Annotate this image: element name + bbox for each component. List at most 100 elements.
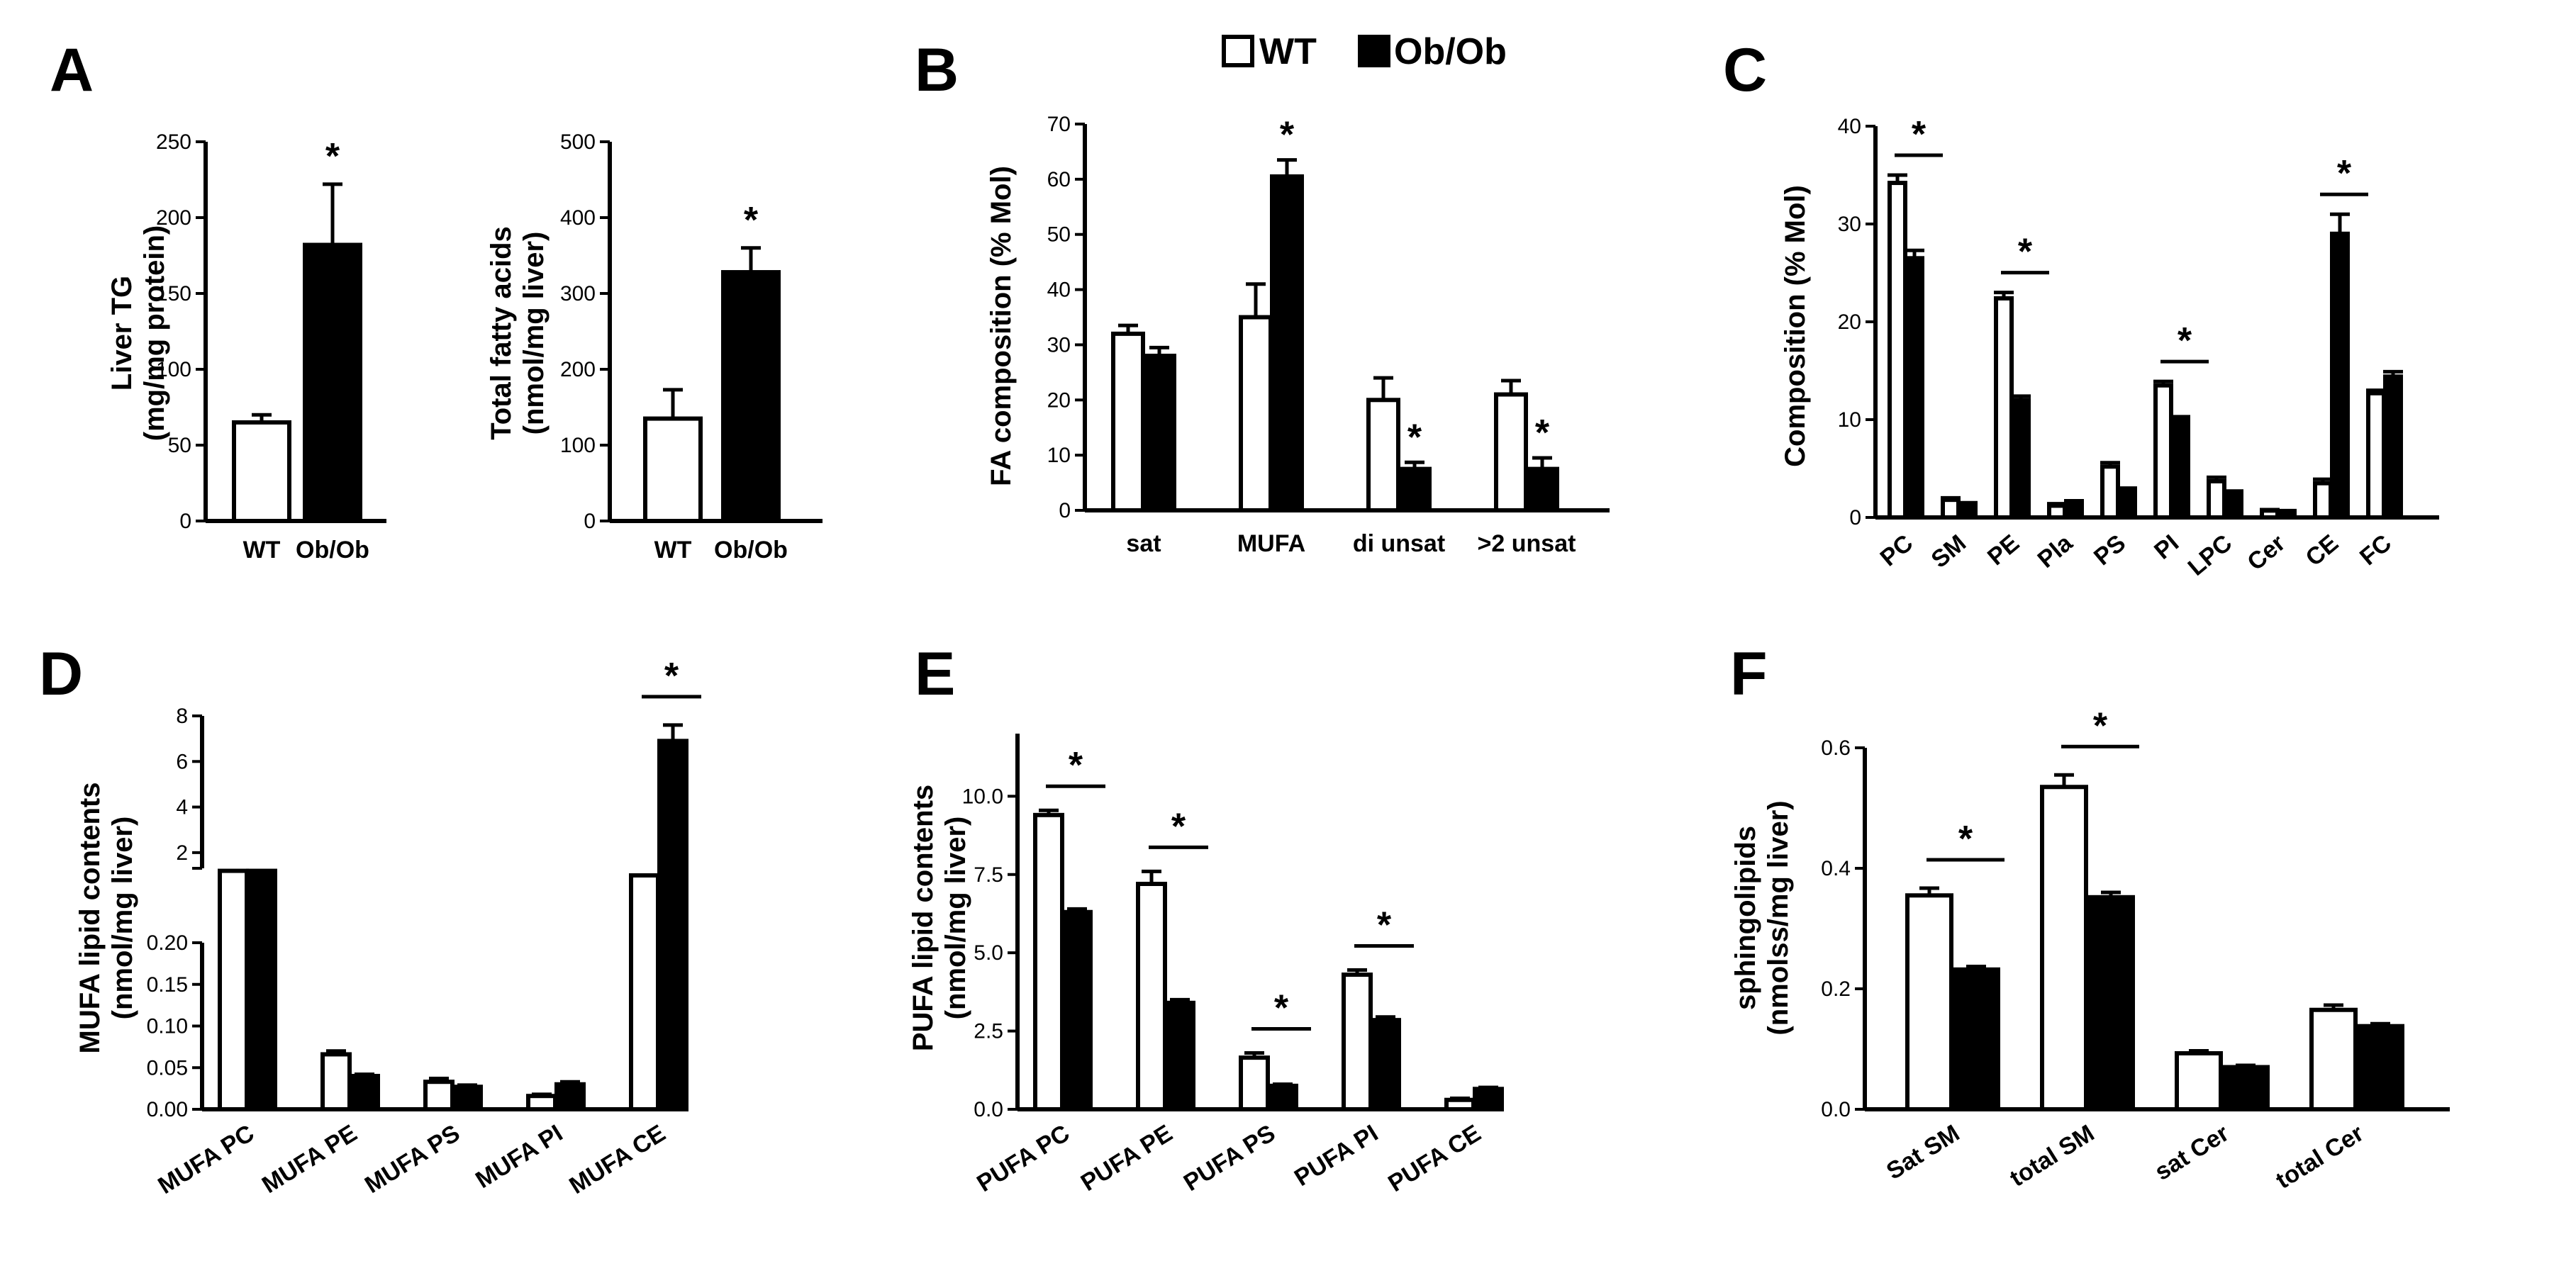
x-tick-label: total SM — [2005, 1120, 2099, 1192]
error-bar — [1405, 460, 1424, 469]
x-tick-label: PE — [1983, 529, 2024, 571]
bar — [2224, 491, 2243, 520]
error-bar — [2189, 1049, 2209, 1053]
y-tick-label: 10 — [1047, 444, 1071, 467]
error-bar — [1532, 456, 1552, 469]
y-tick-label: 0.6 — [1821, 736, 1851, 760]
error-bar — [2313, 477, 2333, 483]
error-bar — [1277, 158, 1297, 176]
panel-label-a: A — [50, 36, 94, 104]
y-axis-title: Total fatty acids (nmol/mg liver) — [486, 226, 550, 440]
error-bar — [2047, 502, 2067, 506]
y-tick-label: 2.5 — [974, 1020, 1003, 1043]
error-bar — [2324, 1003, 2343, 1010]
y-tick-label: 0.4 — [1821, 857, 1851, 880]
y-tick-label: 30 — [1047, 333, 1071, 357]
error-bar — [2117, 486, 2137, 491]
error-bar — [1501, 379, 1521, 395]
bar — [2087, 895, 2135, 1112]
error-bar — [1376, 1015, 1395, 1021]
error-bar — [1347, 968, 1367, 975]
y-axis: 0.00 0.05 0.10 0.15 0.20 2 4 6 8 — [147, 705, 204, 1121]
y-axis: 0 100 200 300 400 500 — [560, 130, 612, 533]
legend-swatch-obob — [1358, 35, 1390, 67]
bar — [1267, 1083, 1298, 1111]
y-axis-title-line2: (nmolss/mg liver) — [1763, 800, 1794, 1035]
bar — [1494, 392, 1528, 512]
y-axis-title: Composition (% Mol) — [1780, 185, 1811, 467]
error-bar — [2330, 212, 2350, 234]
error-bar — [1273, 1082, 1293, 1087]
x-tick-label: WT — [243, 537, 281, 564]
bar — [1164, 1000, 1195, 1112]
y-tick-label: 50 — [1047, 223, 1071, 247]
bar — [2313, 481, 2333, 520]
error-bar — [1888, 173, 1907, 184]
x-tick-label: MUFA — [1237, 530, 1305, 557]
error-bar — [532, 1092, 552, 1097]
y-axis-title-line1: Composition (% Mol) — [1780, 185, 1811, 467]
x-tick-label: MUFA CE — [564, 1120, 670, 1200]
bar — [2260, 508, 2280, 520]
x-tick-label: PUFA PS — [1179, 1120, 1280, 1197]
significance-star: * — [1274, 988, 1289, 1029]
bar — [2277, 509, 2297, 520]
error-bar — [2100, 461, 2120, 467]
significance-star: * — [1912, 114, 1927, 155]
error-bar — [1994, 291, 2014, 298]
error-bar — [1067, 907, 1087, 912]
y-tick-label: 400 — [560, 206, 596, 230]
significance-star: * — [1171, 806, 1186, 847]
bar — [2047, 503, 2067, 520]
bar — [1905, 893, 1953, 1111]
x-tick-label: PUFA CE — [1383, 1120, 1485, 1198]
x-tick-label: PC — [1875, 529, 1919, 571]
error-bar — [2064, 499, 2084, 503]
x-tick-label: LPC — [2183, 529, 2238, 581]
y-tick-label: 10 — [1838, 408, 1861, 432]
y-tick-label: 20 — [1047, 388, 1071, 412]
x-tick-label: >2 unsat — [1478, 530, 1576, 557]
error-bar — [1450, 1097, 1470, 1101]
y-tick-label: 0.20 — [147, 931, 188, 955]
bar — [1444, 1097, 1476, 1111]
error-bar — [1958, 500, 1978, 505]
significance-star: * — [325, 136, 340, 177]
error-bar — [1941, 495, 1961, 500]
significance-star: * — [744, 200, 759, 241]
bar — [2170, 417, 2190, 520]
y-axis-title-line2: (nmol/mg liver) — [107, 817, 138, 1020]
bar — [349, 1074, 380, 1111]
y-tick-label: 0 — [179, 510, 191, 533]
error-bar — [2101, 890, 2121, 897]
x-tick-label: PS — [2089, 529, 2131, 571]
x-tick-label: Cer — [2242, 529, 2290, 576]
bar — [1525, 466, 1559, 512]
bar — [1142, 354, 1176, 512]
y-tick-label: 200 — [560, 358, 596, 381]
y-tick-label: 0 — [1059, 499, 1071, 522]
significance-star: * — [2093, 705, 2108, 746]
x-tick-label: FC — [2355, 529, 2397, 571]
y-axis: 0 50 100 150 200 250 — [156, 130, 208, 533]
bar — [2117, 488, 2137, 520]
error-bar — [1246, 282, 1266, 318]
x-tick-label: MUFA PI — [471, 1120, 567, 1194]
y-axis-title-line1: Liver TG — [106, 276, 138, 391]
y-tick-label: 8 — [176, 705, 188, 728]
bar — [2309, 1007, 2358, 1111]
panel-label-f: F — [1730, 640, 1768, 708]
bar — [643, 416, 703, 523]
y-axis-title: sphingolipids (nmolss/mg liver) — [1730, 800, 1794, 1035]
bar — [2366, 391, 2386, 520]
legend-label-wt: WT — [1259, 31, 1317, 72]
panel-label-d: D — [39, 640, 83, 708]
bar — [721, 270, 781, 523]
y-tick-label: 500 — [560, 130, 596, 154]
significance-star: * — [1407, 417, 1422, 458]
y-tick-label: 0.10 — [147, 1015, 188, 1038]
y-tick-label: 0.2 — [1821, 977, 1851, 1001]
error-bar — [1170, 997, 1190, 1003]
